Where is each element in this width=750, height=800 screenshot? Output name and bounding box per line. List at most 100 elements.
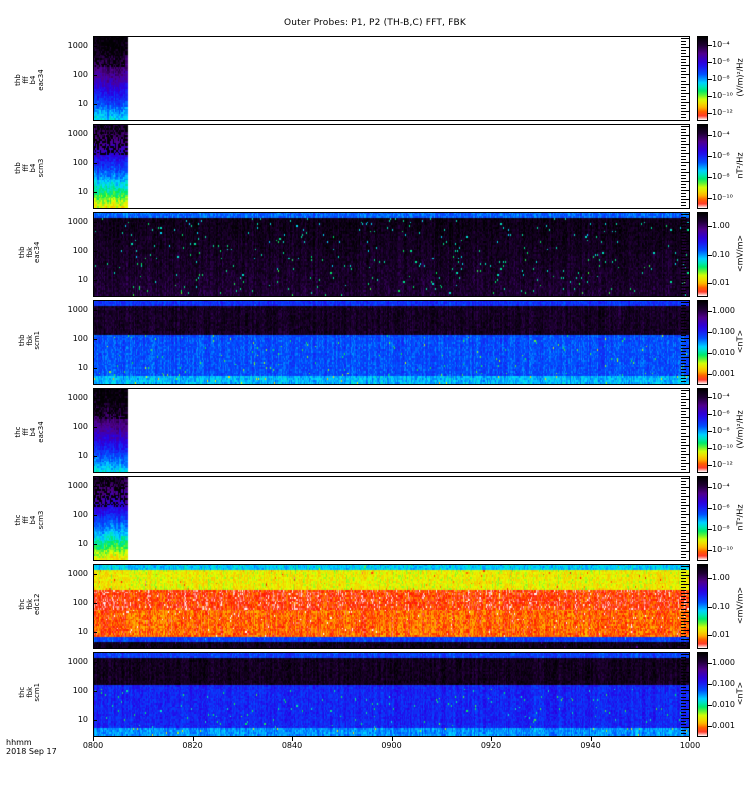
colorbar-1-tickmark (708, 95, 712, 97)
panel-3-tickmark (93, 251, 97, 253)
x-tickmark (292, 737, 293, 741)
colorbar-1-tickmark (708, 61, 712, 63)
colorbar-2-tick-3: 10⁻¹⁰ (712, 193, 733, 203)
colorbar-5-tickmark (708, 447, 712, 449)
x-tickmark (391, 737, 393, 741)
panel-7[interactable] (93, 564, 690, 649)
panel-4-tickmark (93, 310, 97, 312)
x-tickmark (93, 737, 94, 741)
colorbar-5-tickmark (708, 464, 712, 466)
panel-6-y-label: thc fff b4 scm3 (14, 510, 45, 529)
x-axis: 0800 0820 0840 0900 0920 0940 1000 (83, 737, 700, 751)
colorbar-3-unit-label: <mV/m> (735, 234, 745, 272)
x-tickmark (590, 737, 592, 741)
colorbar-1-tick-1: 10⁻⁶ (712, 56, 730, 66)
colorbar-6-tick-2: 10⁻⁸ (712, 524, 730, 534)
colorbar-6-tickmark (708, 550, 712, 552)
panel-6-tickmark (93, 515, 97, 517)
colorbar-6[interactable] (697, 476, 708, 561)
panel-4-ytick-10: 10 (77, 363, 88, 372)
panel-8-ytick-1000: 1000 (67, 657, 88, 667)
colorbar-5-unit-label: (V/m)²/Hz (735, 409, 745, 449)
colorbar-7-tickmark (708, 634, 712, 636)
panel-7-tickmark (93, 574, 97, 576)
colorbar-3[interactable] (697, 212, 708, 297)
x-tick-label-0820: 0820 (182, 741, 203, 750)
colorbar-2-tickmark (708, 198, 712, 200)
colorbar-5-minor-ticks (681, 388, 690, 473)
panel-2-heatmap (94, 125, 689, 208)
panel-5-ytick-10: 10 (77, 451, 88, 460)
panel-3-heatmap (94, 213, 689, 296)
panel-5[interactable] (93, 388, 690, 473)
panel-1-tickmark (93, 104, 97, 105)
colorbar-4-tickmark (708, 353, 712, 355)
colorbar-8[interactable] (697, 652, 708, 737)
panel-5-ytick-100: 100 (72, 422, 88, 432)
colorbar-5-gradient (698, 389, 707, 472)
colorbar-7[interactable] (697, 564, 708, 649)
panel-4[interactable] (93, 300, 690, 385)
colorbar-6-gradient (698, 477, 707, 560)
colorbar-2-tick-1: 10⁻⁶ (712, 150, 730, 160)
panel-4-ytick-1000: 1000 (67, 305, 88, 315)
colorbar-5-tick-1: 10⁻⁶ (712, 408, 730, 418)
colorbar-5-tick-0: 10⁻⁴ (712, 391, 730, 401)
panel-2-tickmark (93, 134, 97, 136)
panel-8-heatmap (94, 653, 689, 736)
panel-2-ytick-100: 100 (72, 158, 88, 168)
colorbar-1-tick-0: 10⁻⁴ (712, 39, 730, 49)
panel-7-ytick-100: 100 (72, 598, 88, 608)
panel-1-heatmap (94, 37, 689, 120)
colorbar-5[interactable] (697, 388, 708, 473)
panel-7-tickmark (93, 603, 97, 605)
colorbar-1[interactable] (697, 36, 708, 121)
colorbar-4[interactable] (697, 300, 708, 385)
colorbar-5-tick-3: 10⁻¹⁰ (712, 442, 733, 452)
page-title: Outer Probes: P1, P2 (TH-B,C) FFT, FBK (283, 18, 467, 28)
colorbar-7-tick-1: 0.10 (712, 601, 730, 611)
panel-6[interactable] (93, 476, 690, 561)
panel-1-ytick-100: 100 (72, 70, 88, 80)
panel-8-tickmark (93, 720, 97, 721)
panel-2[interactable] (93, 124, 690, 209)
colorbar-4-tickmark (708, 310, 712, 312)
panel-6-ytick-10: 10 (77, 539, 88, 548)
panel-4-tickmark (93, 368, 97, 369)
x-tickmark (192, 737, 194, 741)
colorbar-4-unit-label: <nT> (735, 329, 745, 353)
colorbar-2-minor-ticks (681, 124, 690, 209)
x-tick-label-0940: 0940 (580, 741, 601, 750)
colorbar-7-tickmark (708, 578, 712, 580)
colorbar-3-tickmark (708, 282, 712, 284)
panel-8[interactable] (93, 652, 690, 737)
colorbar-2-tick-0: 10⁻⁴ (712, 129, 730, 139)
panel-3-y-label: thb fbk eac34 (17, 241, 41, 263)
colorbar-4-tick-3: 0.001 (712, 369, 735, 379)
panel-3[interactable] (93, 212, 690, 297)
colorbar-2[interactable] (697, 124, 708, 209)
panel-3-tickmark (93, 280, 97, 281)
x-tickmark (491, 737, 492, 741)
colorbar-8-tick-0: 1.000 (712, 657, 735, 667)
panel-1-y-label: thb fff b4 eac34 (14, 68, 45, 91)
colorbar-3-tick-2: 0.01 (712, 277, 730, 287)
panel-5-y-label: thc fff b4 eac34 (14, 420, 45, 443)
colorbar-4-minor-ticks (681, 300, 690, 385)
panel-8-ytick-100: 100 (72, 686, 88, 696)
colorbar-4-tickmark (708, 374, 712, 376)
colorbar-8-tickmark (708, 705, 712, 707)
colorbar-2-tick-2: 10⁻⁸ (712, 172, 730, 182)
colorbar-2-tickmark (708, 155, 712, 157)
panel-6-tickmark (93, 544, 97, 545)
colorbar-5-tick-2: 10⁻⁸ (712, 425, 730, 435)
panel-2-ytick-1000: 1000 (67, 129, 88, 139)
colorbar-3-tickmark (708, 226, 712, 228)
panel-3-ytick-100: 100 (72, 246, 88, 256)
panel-1-ytick-1000: 1000 (67, 41, 88, 51)
panel-1[interactable] (93, 36, 690, 121)
panel-2-y-label: thb fff b4 scm3 (14, 158, 45, 177)
x-tick-label-0920: 0920 (480, 741, 502, 750)
panel-5-tickmark (93, 456, 97, 457)
panel-7-ytick-1000: 1000 (67, 569, 88, 579)
